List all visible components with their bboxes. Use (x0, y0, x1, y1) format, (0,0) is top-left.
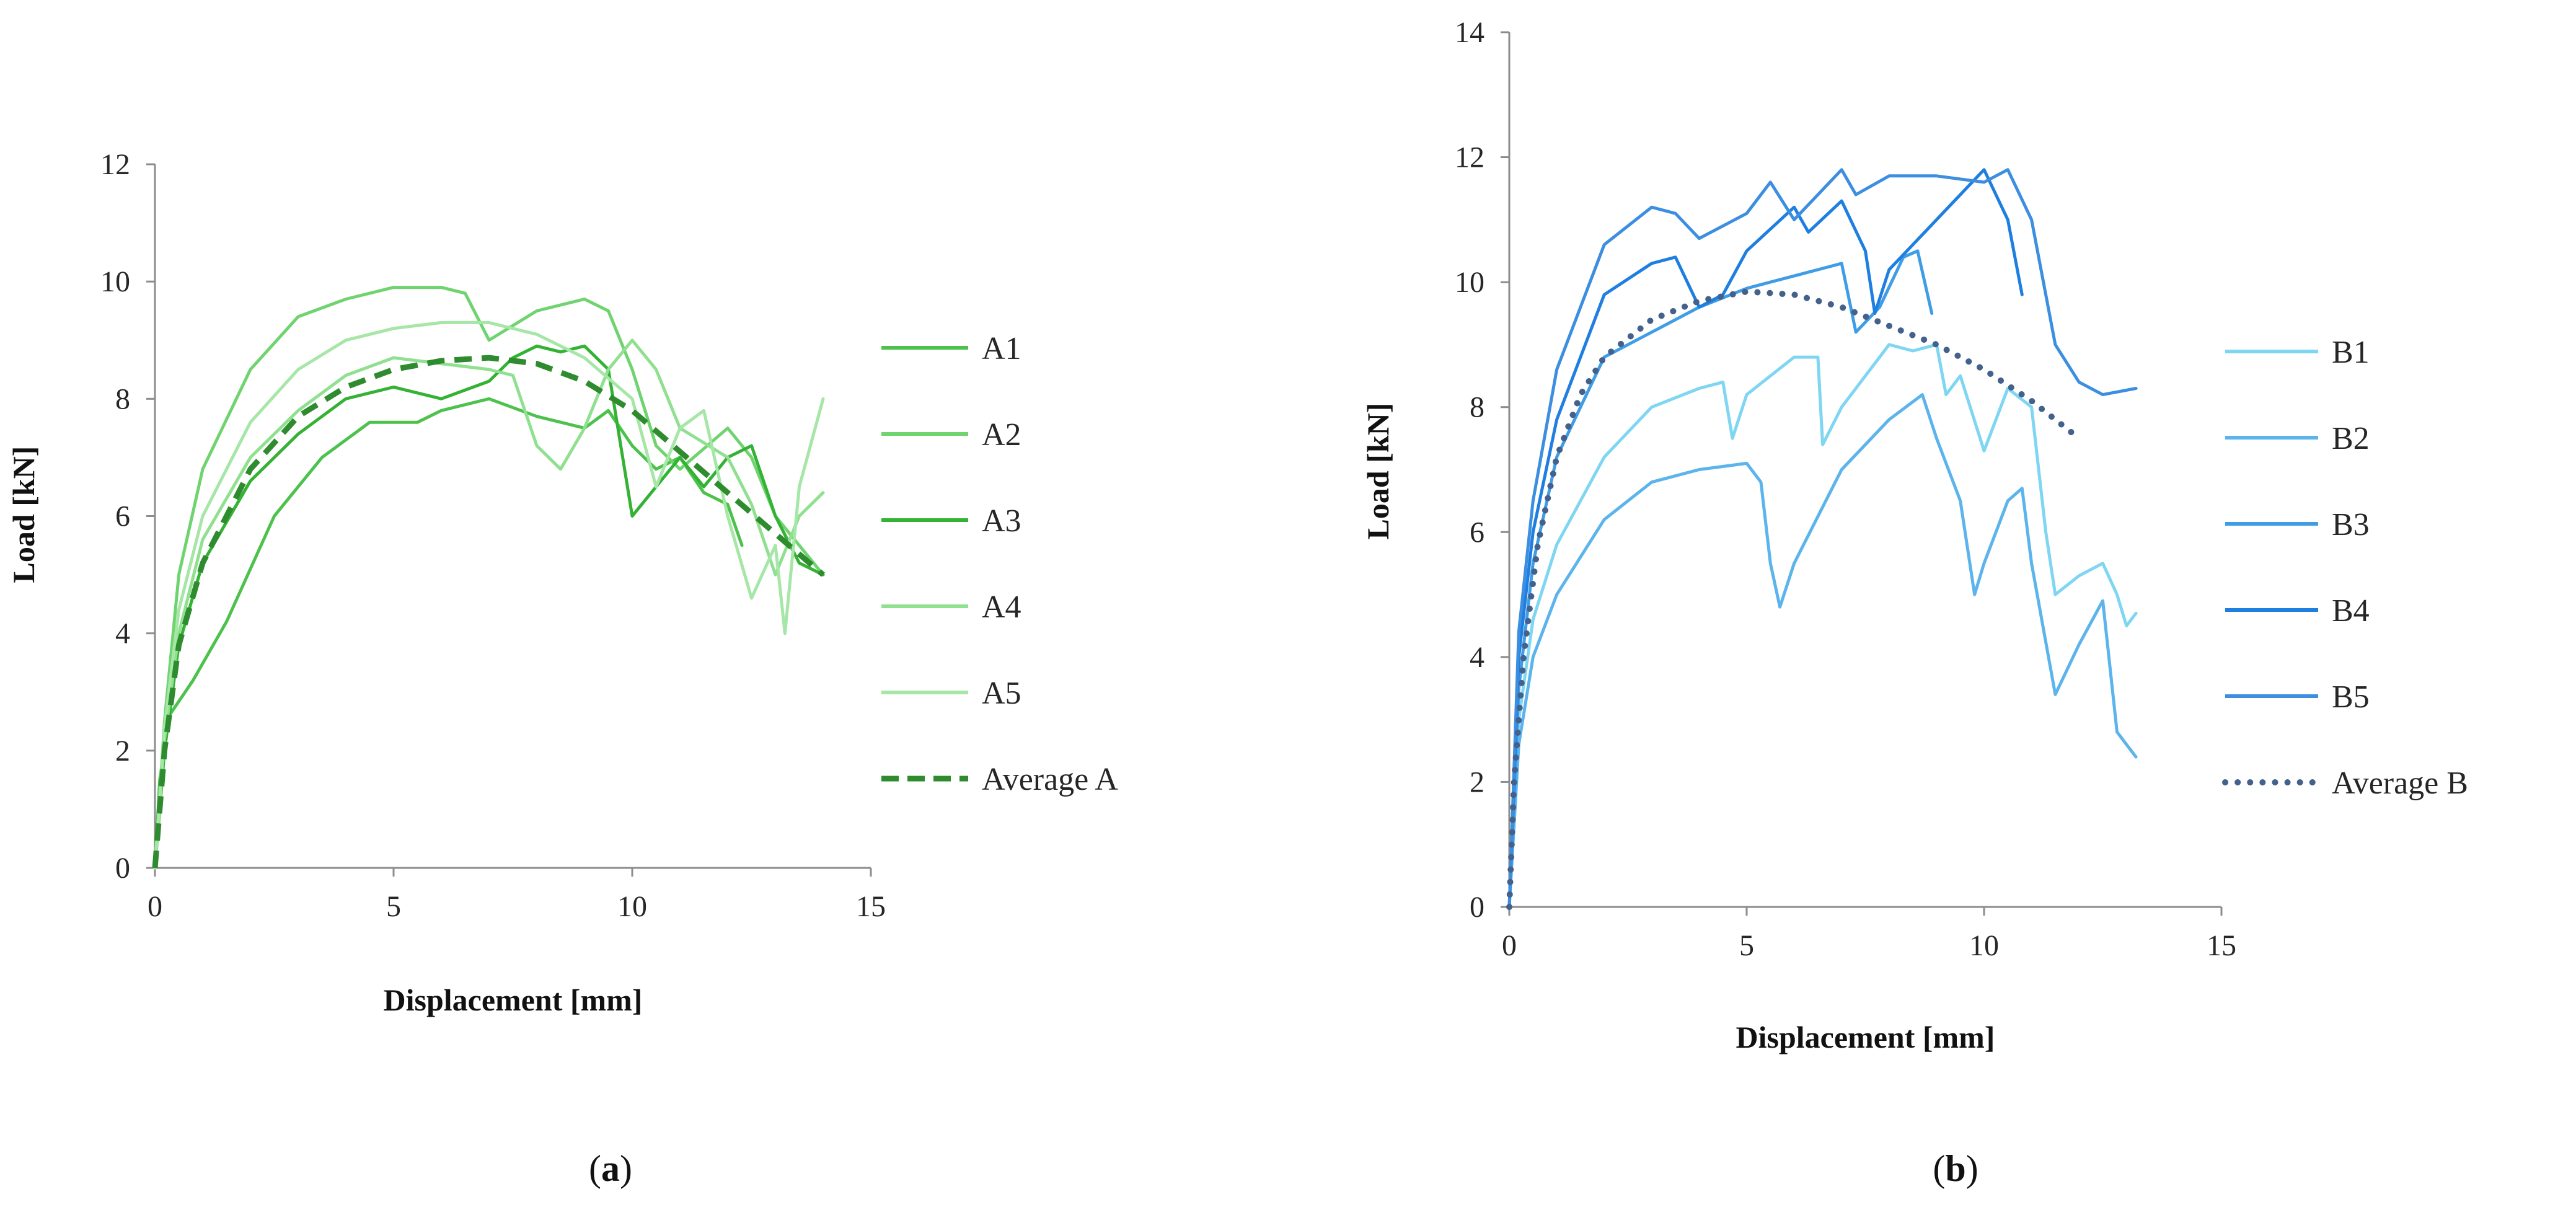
panel-label-open: ( (1933, 1148, 1945, 1189)
panel-label-open: ( (589, 1148, 601, 1189)
x-axis-title: Displacement [mm] (1736, 1020, 1995, 1054)
x-tick-label: 0 (1502, 929, 1517, 962)
chart-panel-a: 0 2 4 6 8 10 12 0 5 10 15 Displacement [mm] Load [kN… (6, 148, 1118, 1189)
series-line-a4 (153, 338, 825, 870)
x-tick-label: 5 (1739, 929, 1754, 962)
legend-label: B1 (2332, 335, 2370, 370)
series-line-average-a (152, 355, 825, 869)
panel-label-letter: b (1945, 1148, 1965, 1189)
y-tick-label: 8 (115, 382, 130, 415)
x-tick-label: 15 (2207, 929, 2236, 962)
y-tick-label: 10 (1455, 266, 1484, 299)
y-axis-title: Load [kN] (1361, 403, 1395, 540)
legend-label: A5 (982, 676, 1021, 711)
y-tick-label: 4 (115, 617, 130, 650)
series-line-a3 (153, 344, 825, 870)
y-tick-label: 14 (1455, 16, 1484, 49)
chart-panel-b: 0 2 4 6 8 10 12 14 0 5 10 15 Displacement [mm] Load [… (1361, 16, 2468, 1189)
x-tick-label: 5 (386, 890, 401, 923)
series-line-b3 (1507, 249, 1934, 909)
y-tick-label: 8 (1470, 391, 1484, 424)
series-line-b5 (1507, 168, 2138, 909)
legend-label: B3 (2332, 507, 2370, 542)
legend-label: A1 (982, 331, 1021, 366)
y-tick-label: 0 (1470, 891, 1484, 924)
y-tick-label: 6 (115, 500, 130, 533)
legend-label: B2 (2332, 421, 2370, 456)
legend-label: Average A (982, 762, 1118, 797)
legend-label: A2 (982, 417, 1021, 453)
y-tick-label: 2 (115, 735, 130, 767)
legend-label: A3 (982, 503, 1021, 539)
legend-label: B4 (2332, 593, 2370, 629)
y-tick-label: 12 (1455, 141, 1484, 174)
y-tick-label: 4 (1470, 641, 1484, 674)
series-line-b4 (1507, 168, 2024, 909)
panel-label-letter: a (601, 1148, 620, 1189)
y-tick-label: 12 (100, 148, 130, 181)
x-tick-label: 15 (856, 890, 886, 923)
legend-label: B5 (2332, 679, 2370, 715)
legend-label: Average B (2332, 766, 2468, 801)
series-line-average-b (1506, 288, 2083, 910)
x-tick-label: 0 (148, 890, 162, 923)
legend-label: A4 (982, 590, 1021, 625)
x-tick-label: 10 (617, 890, 647, 923)
panel-label: (b) (1933, 1148, 1978, 1189)
y-axis-title: Load [kN] (6, 446, 41, 583)
series-line-b2 (1507, 393, 2138, 909)
series-line-a2 (153, 286, 825, 870)
y-tick-label: 6 (1470, 516, 1484, 549)
panel-label-close: ) (1966, 1148, 1978, 1189)
series-line-a5 (153, 320, 825, 870)
panel-label-close: ) (620, 1148, 632, 1189)
y-tick-label: 10 (100, 265, 130, 298)
y-tick-label: 0 (115, 852, 130, 885)
series-line-b1 (1507, 343, 2138, 909)
series-line-a1 (153, 397, 744, 870)
x-axis-title: Displacement [mm] (384, 983, 643, 1017)
y-tick-label: 2 (1470, 766, 1484, 798)
panel-label: (a) (589, 1148, 632, 1189)
x-tick-label: 10 (1969, 929, 1999, 962)
